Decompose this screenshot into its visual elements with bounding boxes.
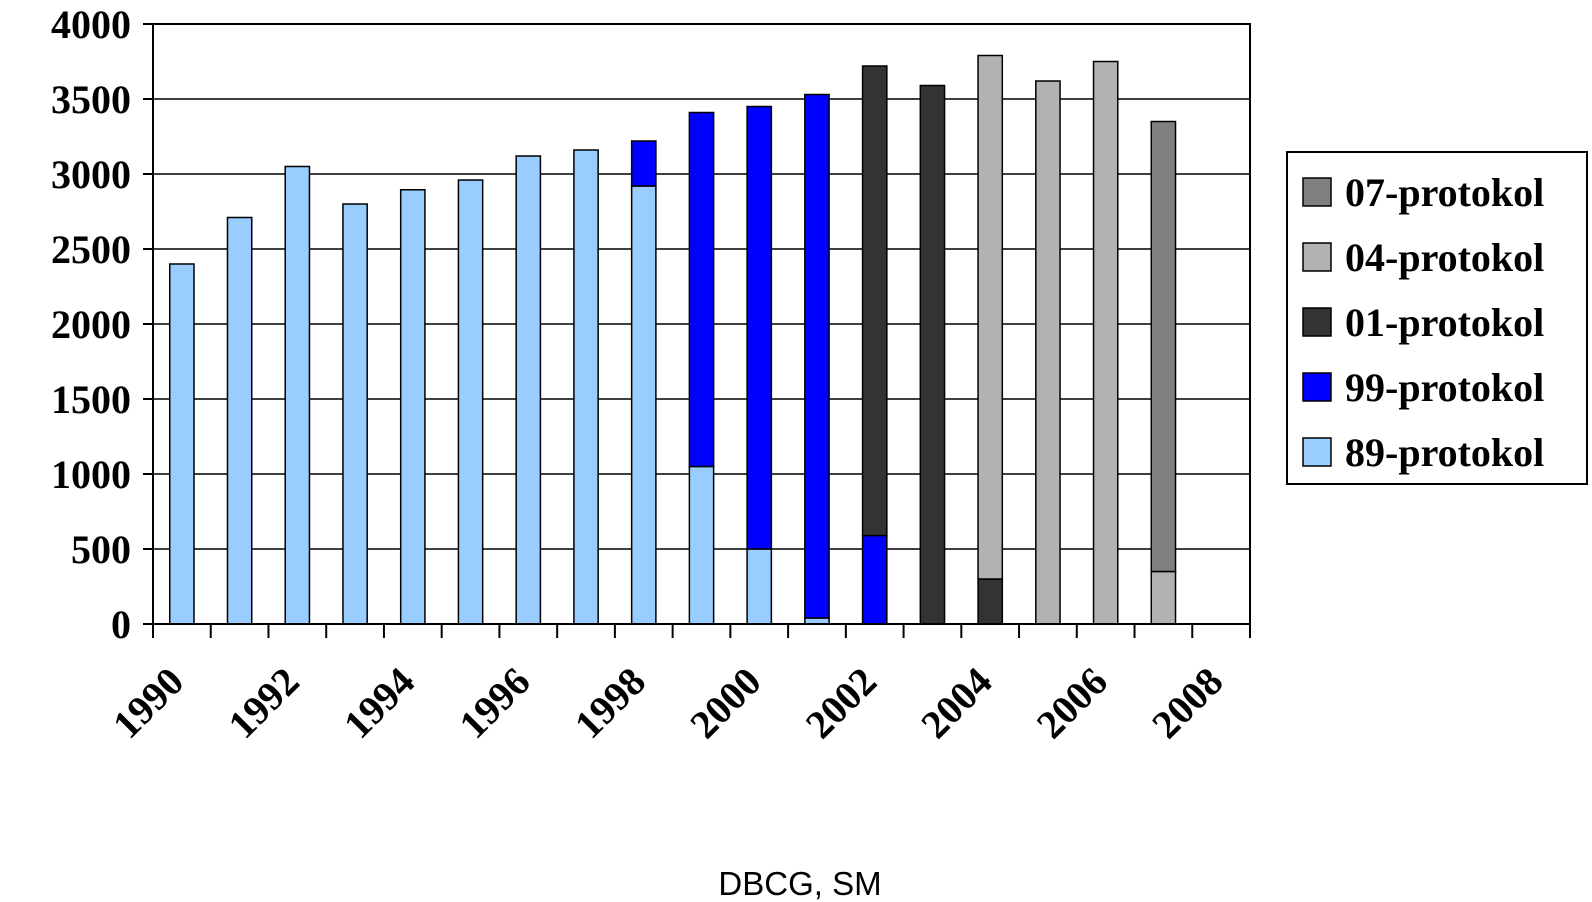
bar-04-protokol-2007 bbox=[1150, 570, 1177, 625]
legend-label: 99-protokol bbox=[1345, 365, 1544, 410]
x-axis-tick-labels: 1990 1992 1994 1996 1998 2000 2002 2004 2006 2008 bbox=[104, 659, 1232, 747]
legend-label: 89-protokol bbox=[1345, 430, 1544, 475]
legend-swatch bbox=[1302, 437, 1332, 467]
bar-99-protokol-2001 bbox=[804, 93, 830, 619]
bar-99-protokol-1998 bbox=[630, 140, 657, 187]
y-tick-label: 1500 bbox=[51, 377, 131, 422]
y-tick-label: 0 bbox=[111, 602, 131, 647]
source-caption: DBCG, SM bbox=[718, 865, 881, 902]
bar-89-protokol-1995 bbox=[457, 179, 484, 625]
bar-89-protokol-1990 bbox=[168, 263, 195, 625]
bar-01-protokol-2002 bbox=[861, 65, 888, 537]
y-tick-label: 4000 bbox=[51, 2, 131, 47]
x-tick-label: 1994 bbox=[335, 659, 423, 747]
y-tick-label: 3500 bbox=[51, 77, 131, 122]
bar-89-protokol-2000 bbox=[746, 548, 773, 625]
x-tick-label: 2002 bbox=[797, 659, 885, 747]
x-tick-label: 2000 bbox=[681, 659, 769, 747]
legend-label: 04-protokol bbox=[1345, 235, 1544, 280]
bar-89-protokol-1992 bbox=[284, 165, 311, 625]
legend-swatch bbox=[1302, 177, 1332, 207]
x-tick-label: 2008 bbox=[1143, 659, 1231, 747]
bar-04-protokol-2005 bbox=[1035, 80, 1061, 625]
bar-99-protokol-2002 bbox=[861, 534, 888, 625]
bar-89-protokol-1994 bbox=[399, 189, 426, 625]
legend-swatch bbox=[1302, 242, 1332, 272]
bar-01-protokol-2004 bbox=[977, 578, 1004, 625]
bar-89-protokol-1993 bbox=[342, 203, 368, 625]
y-tick-label: 3000 bbox=[51, 152, 131, 197]
bar-89-protokol-1997 bbox=[573, 149, 599, 625]
x-tick-label: 2004 bbox=[912, 659, 1000, 747]
legend-label: 01-protokol bbox=[1345, 300, 1544, 345]
x-tick-label: 1990 bbox=[104, 659, 192, 747]
legend: 07-protokol 04-protokol 01-protokol 99-prot… bbox=[1286, 151, 1588, 485]
legend-box bbox=[1286, 151, 1588, 485]
axes bbox=[143, 23, 1251, 638]
bar-99-protokol-2000 bbox=[746, 105, 773, 550]
bar-89-protokol-1996 bbox=[515, 155, 542, 625]
legend-swatch bbox=[1302, 372, 1332, 402]
legend-label: 07-protokol bbox=[1345, 170, 1544, 215]
legend-swatch bbox=[1302, 307, 1332, 337]
y-axis-tick-labels: 0 500 1000 1500 2000 2500 3000 3500 4000 bbox=[51, 2, 131, 647]
bar-01-protokol-2003 bbox=[919, 84, 946, 625]
y-tick-label: 1000 bbox=[51, 452, 131, 497]
x-tick-label: 1998 bbox=[566, 659, 654, 747]
bar-04-protokol-2004 bbox=[977, 54, 1004, 580]
x-tick-label: 2006 bbox=[1028, 659, 1116, 747]
y-tick-label: 500 bbox=[71, 527, 131, 572]
x-tick-label: 1996 bbox=[450, 659, 538, 747]
x-tick-label: 1992 bbox=[219, 659, 307, 747]
bar-89-protokol-1999 bbox=[688, 465, 715, 625]
bar-89-protokol-1998 bbox=[630, 185, 657, 625]
bars bbox=[168, 54, 1177, 625]
bar-89-protokol-1991 bbox=[226, 216, 253, 625]
bar-04-protokol-2006 bbox=[1092, 60, 1119, 625]
bar-99-protokol-1999 bbox=[688, 111, 715, 468]
y-tick-label: 2000 bbox=[51, 302, 131, 347]
bar-07-protokol-2007 bbox=[1150, 120, 1177, 573]
y-tick-label: 2500 bbox=[51, 227, 131, 272]
